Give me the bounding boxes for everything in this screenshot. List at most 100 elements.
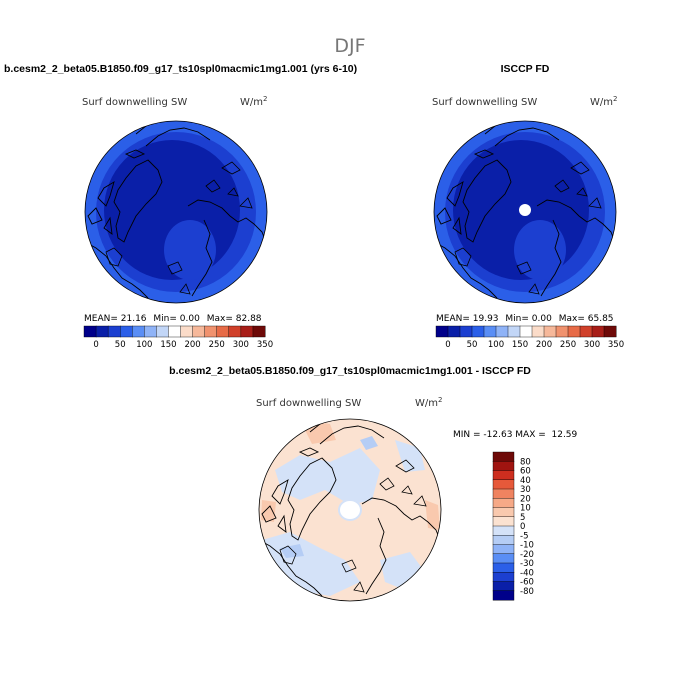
map-border xyxy=(433,120,617,304)
colorbar-swatch xyxy=(567,325,581,338)
colorbar-swatch xyxy=(492,461,515,472)
colorbar-tick-label: -20 xyxy=(520,550,534,560)
colorbar-swatch xyxy=(192,325,206,338)
colorbar-swatch xyxy=(492,525,515,536)
colorbar-swatch xyxy=(204,325,218,338)
variable-label: Surf downwelling SW xyxy=(256,398,361,409)
colorbar-tick-label: 350 xyxy=(608,340,624,350)
colorbar-tick-label: 200 xyxy=(184,340,200,350)
colorbar-tick-label: 50 xyxy=(115,340,126,350)
colorbar-swatch xyxy=(483,325,497,338)
colorbar-tick-label: 100 xyxy=(488,340,504,350)
colorbar-swatch xyxy=(555,325,569,338)
colorbar-swatch xyxy=(492,516,515,527)
colorbar-swatch xyxy=(492,488,515,499)
colorbar-swatch xyxy=(543,325,557,338)
colorbar-swatch xyxy=(240,325,254,338)
colorbar-swatch xyxy=(603,325,617,338)
missing-data-pole xyxy=(519,204,531,216)
map-field xyxy=(434,121,616,303)
colorbar-tick-label: -10 xyxy=(520,541,534,551)
stats-label: MEAN= 19.93 Min= 0.00 Max= 65.85 xyxy=(436,314,614,324)
colorbar-swatch xyxy=(492,590,515,601)
colorbar-swatch xyxy=(492,572,515,583)
colorbar-swatch xyxy=(216,325,230,338)
colorbar-tick-label: 10 xyxy=(520,504,531,514)
colorbar-tick-label: -30 xyxy=(520,559,534,569)
panel-title: b.cesm2_2_beta05.B1850.f09_g17_ts10spl0m… xyxy=(4,63,357,75)
colorbar-tick-label: 150 xyxy=(160,340,176,350)
colorbar-tick-label: 5 xyxy=(520,513,525,523)
colorbar-tick-label: 250 xyxy=(209,340,225,350)
colorbar-swatch xyxy=(459,325,473,338)
map-border xyxy=(84,120,268,304)
colorbar-tick-label: -40 xyxy=(520,568,534,578)
colorbar-swatch xyxy=(579,325,593,338)
colorbar-swatch xyxy=(519,325,533,338)
colorbar-swatch xyxy=(492,451,515,462)
colorbar-swatch xyxy=(492,544,515,555)
colorbar-swatch xyxy=(492,535,515,546)
colorbar-tick-label: 50 xyxy=(467,340,478,350)
panel-title: b.cesm2_2_beta05.B1850.f09_g17_ts10spl0m… xyxy=(169,365,531,377)
panel-model: b.cesm2_2_beta05.B1850.f09_g17_ts10spl0m… xyxy=(4,63,357,350)
colorbar-tick-label: 200 xyxy=(536,340,552,350)
colorbar-tick-label: 150 xyxy=(512,340,528,350)
colorbar: 0 50 100 150 200 250 300 350 xyxy=(83,325,273,350)
panel-difference: b.cesm2_2_beta05.B1850.f09_g17_ts10spl0m… xyxy=(169,365,578,602)
colorbar-tick-label: 350 xyxy=(257,340,273,350)
stats-label: MIN = -12.63 MAX = 12.59 xyxy=(453,430,578,440)
colorbar-swatch xyxy=(492,507,515,518)
colorbar-tick-label: 0 xyxy=(93,340,98,350)
colorbar-swatch xyxy=(507,325,521,338)
colorbar-swatch xyxy=(492,498,515,509)
colorbar-tick-label: 300 xyxy=(584,340,600,350)
colorbar-swatch xyxy=(252,325,266,338)
map-border xyxy=(258,418,442,602)
colorbar-swatch xyxy=(132,325,145,338)
colorbar-swatch xyxy=(492,553,515,564)
colorbar-swatch xyxy=(492,562,515,573)
colorbar-tick-label: 80 xyxy=(520,457,531,467)
colorbar-tick-label: 0 xyxy=(520,522,525,532)
colorbar-swatch xyxy=(95,325,109,338)
colorbar-swatch xyxy=(435,325,449,338)
colorbar-swatch xyxy=(228,325,242,338)
colorbar-tick-label: 40 xyxy=(520,476,531,486)
colorbar-swatch xyxy=(83,325,97,338)
colorbar-tick-label: -60 xyxy=(520,578,534,588)
stats-label: MEAN= 21.16 Min= 0.00 Max= 82.88 xyxy=(84,314,262,324)
colorbar-tick-label: 100 xyxy=(136,340,152,350)
units-label: W/m2 xyxy=(590,95,617,108)
figure-title: DJF xyxy=(334,35,365,57)
variable-label: Surf downwelling SW xyxy=(82,97,187,108)
colorbar-tick-label: 30 xyxy=(520,485,531,495)
colorbar-swatch xyxy=(156,325,169,338)
colorbar-tick-label: 300 xyxy=(233,340,249,350)
colorbar-swatch xyxy=(495,325,509,338)
colorbar-swatch xyxy=(180,325,194,338)
colorbar-swatch xyxy=(168,325,182,338)
colorbar-swatch xyxy=(144,325,157,338)
units-label: W/m2 xyxy=(240,95,267,108)
units-label: W/m2 xyxy=(415,396,442,409)
panel-observation: ISCCP FD Surf downwelling SW W/m2 MEAN= … xyxy=(432,63,624,350)
colorbar-swatch xyxy=(471,325,485,338)
map-field xyxy=(259,419,441,601)
colorbar-tick-label: 250 xyxy=(560,340,576,350)
colorbar-swatch xyxy=(107,325,121,338)
variable-label: Surf downwelling SW xyxy=(432,97,537,108)
panel-title: ISCCP FD xyxy=(501,63,550,75)
colorbar-swatch xyxy=(531,325,545,338)
colorbar-tick-label: 0 xyxy=(445,340,450,350)
map-field xyxy=(85,121,267,303)
colorbar-tick-label: 60 xyxy=(520,467,531,477)
colorbar-swatch xyxy=(119,325,133,338)
colorbar-swatch xyxy=(492,479,515,490)
colorbar-swatch xyxy=(492,581,515,592)
colorbar-swatch xyxy=(492,470,515,481)
colorbar-tick-label: 20 xyxy=(520,494,531,504)
colorbar-tick-label: -5 xyxy=(520,531,528,541)
